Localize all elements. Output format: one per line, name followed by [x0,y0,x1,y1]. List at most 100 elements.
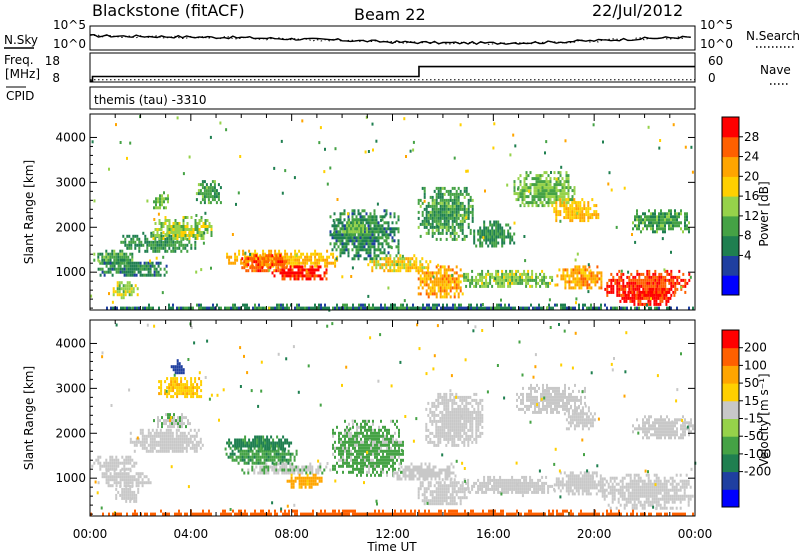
vel-cells-cell-r0 [105,465,107,468]
power-cells-cell-r5 [155,197,157,200]
power-cells-cell-r12 [405,263,407,266]
vel-cells-cell-r1 [138,475,140,478]
power-cells-cell-r4 [199,228,201,231]
vel-cells-cell-r8 [288,445,290,448]
vel-cells-cell-r11 [362,456,364,459]
vel-cells-cell-r9 [293,469,295,472]
vel-cells-cell-r5 [166,377,168,380]
vel-cells-cell-r11 [362,462,364,465]
power-cells-cell-r14 [444,187,446,190]
vel-cells-cell-r3 [154,438,156,441]
power-cells-cell-r14 [462,214,464,217]
power-cells-cell-r1 [144,268,146,271]
power-cells-cell-scatter [575,297,577,300]
power-cells-cell-scatter [602,141,604,144]
power-cells-cell-r10 [394,212,396,215]
power-cells-cell-r23 [376,307,378,310]
power-cells-cell-r23 [478,307,480,310]
power-cells-cell-r21 [663,297,665,300]
power-cells-cell-r12 [395,269,397,272]
power-cells-cell-r9 [318,268,320,271]
power-cells-cell-r7 [286,253,288,256]
vel-cells-cell-r7 [274,456,276,459]
power-cells-cell-r20 [674,285,676,288]
power-cells-cell-r14 [458,214,460,217]
power-cells-cell-r11 [354,227,356,230]
power-cells-cell-r23 [350,307,352,310]
vel-cells-cell-r1 [106,481,108,484]
power-cells-cell-r21 [655,303,657,306]
power-cells-cell-r15 [539,273,541,276]
power-cells-cell-r10 [376,224,378,227]
power-cells-cell-r4 [173,222,175,225]
power-cells-cell-r1 [164,268,166,271]
power-cells-cell-r8 [265,263,267,266]
power-cells-cell-r21 [621,297,623,300]
vel-cells-cell-r1 [130,469,132,472]
power-cells-cell-r4 [191,228,193,231]
vel-cells-cell-r11 [342,441,344,444]
vel-cells-cell-r3 [182,435,184,438]
power-cells-cell-r9 [302,271,304,274]
vel-cells-cell-r5 [172,395,174,398]
power-cells-cell-r17 [540,186,542,189]
vel-cells-cell-r11 [354,447,356,450]
power-cells-cell-r3 [178,244,180,247]
power-cells-cell-r14 [464,208,466,211]
power-cells-cell-r22 [652,230,654,233]
power-cells-cell-scatter [624,187,626,190]
power-cells-cell-r6 [206,192,208,195]
power-cells-cell-r19 [584,268,586,271]
power-cells-cell-r3 [170,235,172,238]
vel-cells-cell-r1 [114,472,116,475]
vel-cells-cell-r1 [128,481,130,484]
power-cells-cell-r20 [618,288,620,291]
power-cells-cell-r8 [251,269,253,272]
vel-cells-cell-r3 [168,444,170,447]
power-cells-cell-r9 [282,271,284,274]
power-cells-cell-r15 [489,279,491,282]
power-cells-cell-r23 [420,307,422,310]
power-cells-cell-r1 [112,262,114,265]
power-cells-cell-r4 [171,231,173,234]
power-cells-cell-r19 [566,274,568,277]
power-cells-cell-r16 [483,224,485,227]
power-cells-cell-r18 [587,204,589,207]
power-cells-cell-r23 [444,307,446,310]
power-cells-cell-r14 [470,199,472,202]
power-cells-cell-r3 [160,244,162,247]
power-cells-cell-r19 [576,274,578,277]
power-cells-cell-r15 [475,276,477,279]
power-cells-cell-r11 [348,218,350,221]
power-cells-cell-r15 [517,279,519,282]
power-cells-cell-r12 [387,263,389,266]
power-cells-cell-r16 [501,236,503,239]
vel-cells-cell-r1 [118,481,120,484]
power-cells-cell-r4 [179,231,181,234]
vel-cells-cell-r2 [125,488,127,491]
power-cells-cell-r14 [442,226,444,229]
power-cells-cell-r22 [664,230,666,233]
vel-cells-cell-r1 [126,478,128,481]
power-cells-cell-r18 [579,201,581,204]
power-cells-cell-r23 [446,304,448,307]
vel-cells-cell-r6 [179,365,181,368]
vel-cells-cell-r3 [156,435,158,438]
vel-cells-cell-r11 [364,444,366,447]
power-cells-cell-r14 [448,205,450,208]
power-cells-cell-r21 [649,300,651,303]
power-cells-cell-r0 [111,250,113,253]
vel-cells-cell-r3 [180,450,182,453]
vel-cells-cell-r11 [368,465,370,468]
vel-cells-cell-r11 [352,453,354,456]
power-cells-cell-r19 [588,277,590,280]
vel-cells-cell-r3 [196,435,198,438]
vel-cells-cell-r11 [360,423,362,426]
vel-cells-cell-r8 [276,445,278,448]
power-cells-cell-r10 [340,242,342,245]
power-cells-cell-r16 [501,230,503,233]
power-cells-cell-r1 [150,265,152,268]
vel-cells-cell-r9 [295,466,297,469]
vel-cells-cell-r8 [280,439,282,442]
vel-cells-cell-r11 [372,438,374,441]
